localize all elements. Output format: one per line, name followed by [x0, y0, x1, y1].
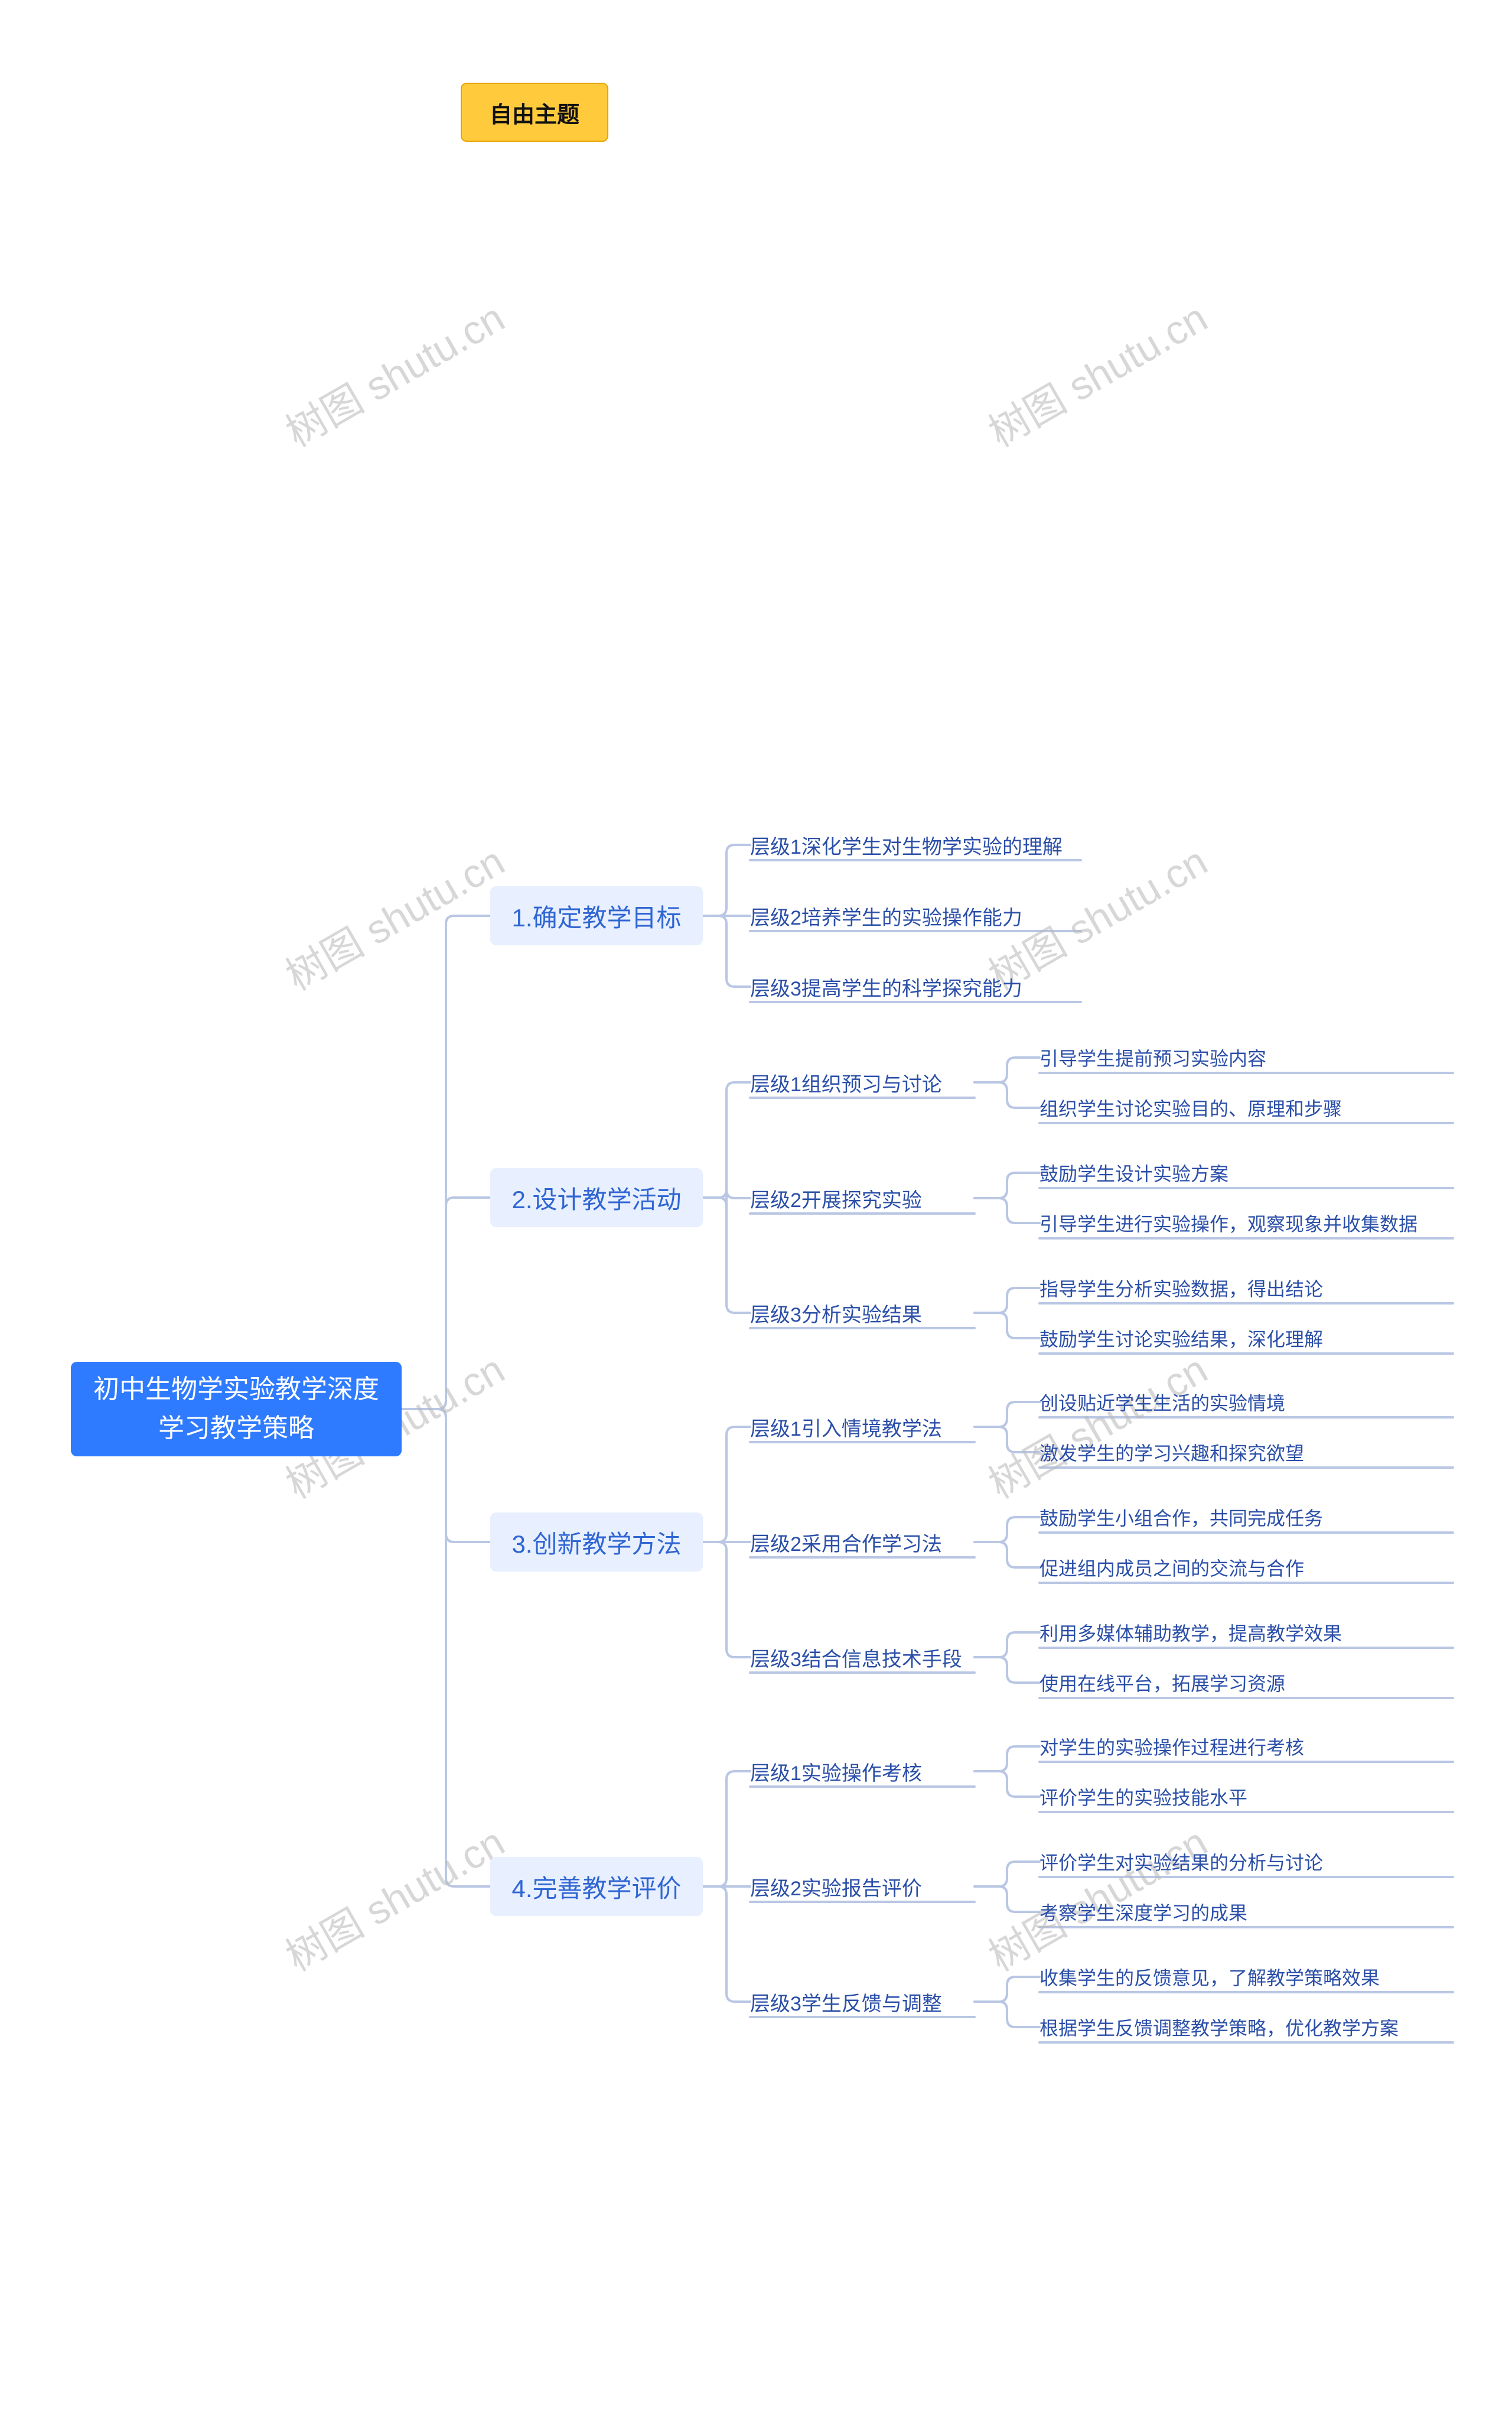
level2-node[interactable]: 层级2采用合作学习法 — [750, 1529, 942, 1555]
level2-node[interactable]: 层级2实验报告评价 — [750, 1873, 922, 1899]
level3-node[interactable]: 激发学生的学习兴趣和探究欲望 — [1040, 1439, 1304, 1465]
level3-node[interactable]: 根据学生反馈调整教学策略，优化教学方案 — [1040, 2014, 1399, 2040]
watermark: 树图 shutu.cn — [976, 286, 1216, 458]
watermark: 树图 shutu.cn — [976, 1338, 1216, 1510]
level3-node[interactable]: 鼓励学生设计实验方案 — [1040, 1160, 1228, 1186]
level3-node[interactable]: 促进组内成员之间的交流与合作 — [1040, 1554, 1304, 1580]
level3-node[interactable]: 利用多媒体辅助教学，提高教学效果 — [1040, 1619, 1342, 1645]
watermark: 树图 shutu.cn — [273, 286, 513, 458]
level2-node[interactable]: 层级1引入情境教学法 — [750, 1414, 942, 1440]
level3-node[interactable]: 指导学生分析实验数据，得出结论 — [1040, 1275, 1323, 1301]
level3-node[interactable]: 对学生的实验操作过程进行考核 — [1040, 1733, 1304, 1759]
level3-node[interactable]: 评价学生的实验技能水平 — [1040, 1784, 1247, 1810]
level2-node[interactable]: 层级1组织预习与讨论 — [750, 1069, 942, 1095]
level3-node[interactable]: 组织学生讨论实验目的、原理和步骤 — [1040, 1095, 1342, 1121]
level2-node[interactable]: 层级3分析实验结果 — [750, 1300, 922, 1326]
branch-node[interactable]: 3.创新教学方法 — [490, 1512, 703, 1572]
level3-node[interactable]: 考察学生深度学习的成果 — [1040, 1899, 1247, 1925]
root-node[interactable]: 初中生物学实验教学深度学习教学策略 — [71, 1362, 402, 1456]
level3-node[interactable]: 收集学生的反馈意见，了解教学策略效果 — [1040, 1964, 1380, 1990]
mindmap-canvas: 树图 shutu.cn 树图 shutu.cn 树图 shutu.cn 树图 shut… — [0, 0, 1512, 2430]
level2-node[interactable]: 层级3结合信息技术手段 — [750, 1644, 962, 1670]
level3-node[interactable]: 引导学生提前预习实验内容 — [1040, 1045, 1266, 1071]
level3-node[interactable]: 评价学生对实验结果的分析与讨论 — [1040, 1849, 1323, 1875]
level2-node[interactable]: 层级1实验操作考核 — [750, 1758, 922, 1784]
level3-node[interactable]: 创设贴近学生生活的实验情境 — [1040, 1389, 1285, 1415]
level2-node[interactable]: 层级3提高学生的科学探究能力 — [750, 974, 1022, 1000]
branch-node[interactable]: 2.设计教学活动 — [490, 1168, 703, 1227]
level3-node[interactable]: 鼓励学生小组合作，共同完成任务 — [1040, 1504, 1323, 1530]
watermark: 树图 shutu.cn — [273, 829, 513, 1002]
watermark: 树图 shutu.cn — [273, 1810, 513, 1983]
watermark: 树图 shutu.cn — [976, 1810, 1216, 1983]
root-line: 学习教学策略 — [93, 1409, 379, 1448]
level3-node[interactable]: 使用在线平台，拓展学习资源 — [1040, 1670, 1285, 1696]
branch-node[interactable]: 4.完善教学评价 — [490, 1857, 703, 1916]
branch-node[interactable]: 1.确定教学目标 — [490, 886, 703, 945]
level2-node[interactable]: 层级2培养学生的实验操作能力 — [750, 903, 1022, 929]
level2-node[interactable]: 层级3学生反馈与调整 — [750, 1989, 942, 2015]
root-line: 初中生物学实验教学深度 — [93, 1370, 379, 1409]
level3-node[interactable]: 鼓励学生讨论实验结果，深化理解 — [1040, 1325, 1323, 1351]
level2-node[interactable]: 层级1深化学生对生物学实验的理解 — [750, 832, 1063, 858]
level2-node[interactable]: 层级2开展探究实验 — [750, 1185, 922, 1211]
tag-node[interactable]: 自由主题 — [461, 83, 608, 142]
level3-node[interactable]: 引导学生进行实验操作，观察现象并收集数据 — [1040, 1210, 1418, 1236]
